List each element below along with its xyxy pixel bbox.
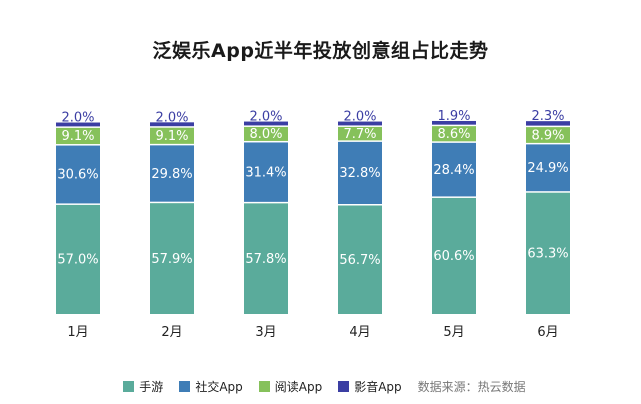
bar-segment-reading-app-6 [526, 127, 570, 143]
legend-label-reading-app: 阅读App [274, 380, 323, 394]
data-label-video-app-3: 2.0% [249, 110, 282, 125]
data-label-mobile-game-4: 56.7% [339, 253, 380, 268]
category-labels: 1月 2月 3月 4月 5月 6月 [67, 325, 558, 340]
bar-segment-video-app-4 [338, 121, 382, 126]
category-label-3: 3月 [255, 325, 276, 340]
data-label-reading-app-3: 8.0% [249, 127, 282, 142]
data-label-mobile-game-5: 60.6% [433, 249, 474, 264]
legend-item-mobile-game: 手游 [123, 378, 163, 395]
bar-segment-video-app-1 [56, 122, 100, 127]
bar-segment-reading-app-1 [56, 127, 100, 145]
legend-label-video-app: 影音App [354, 380, 402, 394]
data-label-video-app-2: 2.0% [155, 110, 188, 125]
bar-segment-mobile-game-1 [56, 204, 100, 314]
bar-segment-social-app-1 [56, 145, 100, 204]
legend-swatch-mobile-game [123, 381, 135, 392]
legend: 手游 社交App 阅读App 影音App 数据来源：热云数据 [0, 378, 641, 395]
category-label-2: 2月 [161, 325, 182, 340]
bar-segment-mobile-game-5 [432, 197, 476, 314]
legend-label-social-app: 社交App [195, 380, 243, 394]
data-label-reading-app-1: 9.1% [61, 129, 94, 144]
data-label-social-app-5: 28.4% [433, 163, 474, 178]
bar-segment-mobile-game-4 [338, 205, 382, 314]
bar-segment-reading-app-3 [244, 126, 288, 141]
bar-segment-reading-app-4 [338, 126, 382, 141]
category-label-4: 4月 [349, 325, 370, 340]
data-label-social-app-2: 29.8% [151, 167, 192, 182]
legend-swatch-reading-app [258, 381, 270, 392]
bar-segment-social-app-3 [244, 142, 288, 202]
data-label-social-app-1: 30.6% [57, 168, 98, 183]
legend-item-social-app: 社交App [179, 378, 243, 395]
bar-segment-social-app-6 [526, 144, 570, 192]
data-label-reading-app-4: 7.7% [343, 127, 376, 142]
data-label-social-app-3: 31.4% [245, 165, 286, 180]
source-note: 数据来源：热云数据 [417, 380, 526, 394]
data-label-video-app-5: 1.9% [437, 109, 470, 124]
bar-segment-reading-app-5 [432, 126, 476, 142]
legend-label-mobile-game: 手游 [139, 380, 164, 394]
bar-segment-social-app-5 [432, 142, 476, 197]
labels-layer: 57.0% 30.6% 9.1% 2.0% 57.9% 29.8% 9.1% 2.0% 57.8… [57, 109, 568, 268]
category-label-1: 1月 [67, 325, 88, 340]
bar-segment-social-app-4 [338, 141, 382, 205]
bar-segment-mobile-game-2 [150, 203, 194, 314]
bar-segment-video-app-2 [150, 122, 194, 127]
data-label-reading-app-6: 8.9% [531, 128, 564, 143]
data-label-social-app-6: 24.9% [527, 161, 568, 176]
legend-item-video-app: 影音App [338, 378, 402, 395]
category-label-6: 6月 [537, 325, 558, 340]
data-label-mobile-game-3: 57.8% [245, 252, 286, 267]
bar-segment-mobile-game-3 [244, 203, 288, 314]
legend-item-reading-app: 阅读App [258, 378, 323, 395]
data-label-reading-app-2: 9.1% [155, 129, 188, 144]
bar-segment-mobile-game-6 [526, 192, 570, 314]
data-label-reading-app-5: 8.6% [437, 127, 470, 142]
data-label-video-app-1: 2.0% [61, 111, 94, 126]
data-label-video-app-6: 2.3% [531, 109, 564, 124]
bars-layer [56, 120, 570, 314]
data-label-mobile-game-6: 63.3% [527, 247, 568, 262]
data-label-social-app-4: 32.8% [339, 166, 380, 181]
data-label-mobile-game-2: 57.9% [151, 252, 192, 267]
data-label-video-app-4: 2.0% [343, 110, 376, 125]
bar-segment-reading-app-2 [150, 127, 194, 144]
bar-segment-social-app-2 [150, 145, 194, 202]
legend-swatch-social-app [179, 381, 191, 392]
bar-segment-video-app-3 [244, 121, 288, 126]
bar-segment-video-app-5 [432, 120, 476, 125]
chart-title: 泛娱乐App近半年投放创意组占比走势 [152, 40, 489, 62]
legend-swatch-video-app [338, 381, 350, 392]
category-label-5: 5月 [443, 325, 464, 340]
bar-segment-video-app-6 [526, 121, 570, 126]
data-label-mobile-game-1: 57.0% [57, 253, 98, 268]
